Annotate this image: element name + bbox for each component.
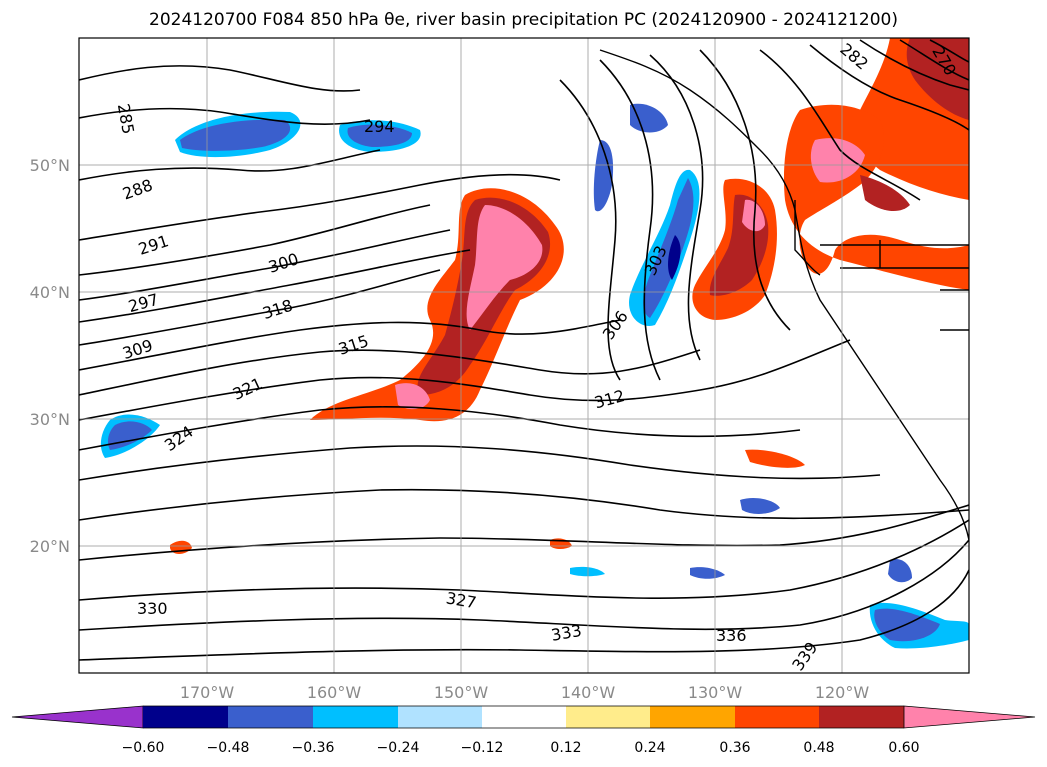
- longitude-labels: 170°W 160°W 150°W 140°W 130°W 120°W: [180, 683, 870, 702]
- colorbar-extend-high: [903, 705, 1036, 729]
- lon-label-160w: 160°W: [307, 683, 362, 702]
- colorbar-tick-label: −0.24: [377, 740, 420, 756]
- latitude-labels: 50°N 40°N 30°N 20°N: [30, 156, 70, 556]
- contour-label-330: 330: [137, 599, 168, 618]
- colorbar-swatch: [313, 706, 398, 728]
- colorbar-tick-label: 0.36: [719, 740, 750, 756]
- lat-label-30n: 30°N: [30, 410, 70, 429]
- colorbar-swatch: [819, 706, 904, 728]
- colorbar-swatch: [143, 706, 228, 728]
- colorbar-tick-label: −0.60: [122, 740, 165, 756]
- colorbar-tick-label: 0.48: [803, 740, 834, 756]
- colorbar-swatch: [735, 706, 819, 728]
- lon-label-140w: 140°W: [561, 683, 616, 702]
- colorbar-tick-label: −0.12: [461, 740, 504, 756]
- colorbar-tick-label: 0.12: [550, 740, 581, 756]
- colorbar-tick-label: −0.36: [292, 740, 335, 756]
- lon-label-170w: 170°W: [180, 683, 235, 702]
- graticule: [79, 38, 969, 673]
- lon-label-130w: 130°W: [688, 683, 743, 702]
- contour-label-336: 336: [716, 626, 747, 645]
- colorbar-swatch: [566, 706, 650, 728]
- map-title: 2024120700 F084 850 hPa θe, river basin …: [149, 10, 898, 30]
- theta-e-contours: [79, 39, 969, 661]
- contour-label-294: 294: [364, 117, 395, 136]
- colorbar: −0.60 −0.48 −0.36 −0.24 −0.12 0.12 0.24 …: [11, 705, 1036, 756]
- lat-label-20n: 20°N: [30, 537, 70, 556]
- lon-label-150w: 150°W: [434, 683, 489, 702]
- colorbar-tick-label: −0.48: [207, 740, 250, 756]
- coastlines: [599, 49, 969, 541]
- colorbar-tick-label: 0.60: [888, 740, 919, 756]
- lon-label-120w: 120°W: [815, 683, 870, 702]
- colorbar-tick-label: 0.24: [634, 740, 665, 756]
- lat-label-50n: 50°N: [30, 156, 70, 175]
- colorbar-swatch: [482, 706, 566, 728]
- colorbar-extend-low: [11, 705, 144, 729]
- colorbar-swatch: [228, 706, 313, 728]
- colorbar-swatch: [650, 706, 735, 728]
- map-frame: [78, 37, 970, 674]
- lat-label-40n: 40°N: [30, 283, 70, 302]
- colorbar-swatch: [398, 706, 482, 728]
